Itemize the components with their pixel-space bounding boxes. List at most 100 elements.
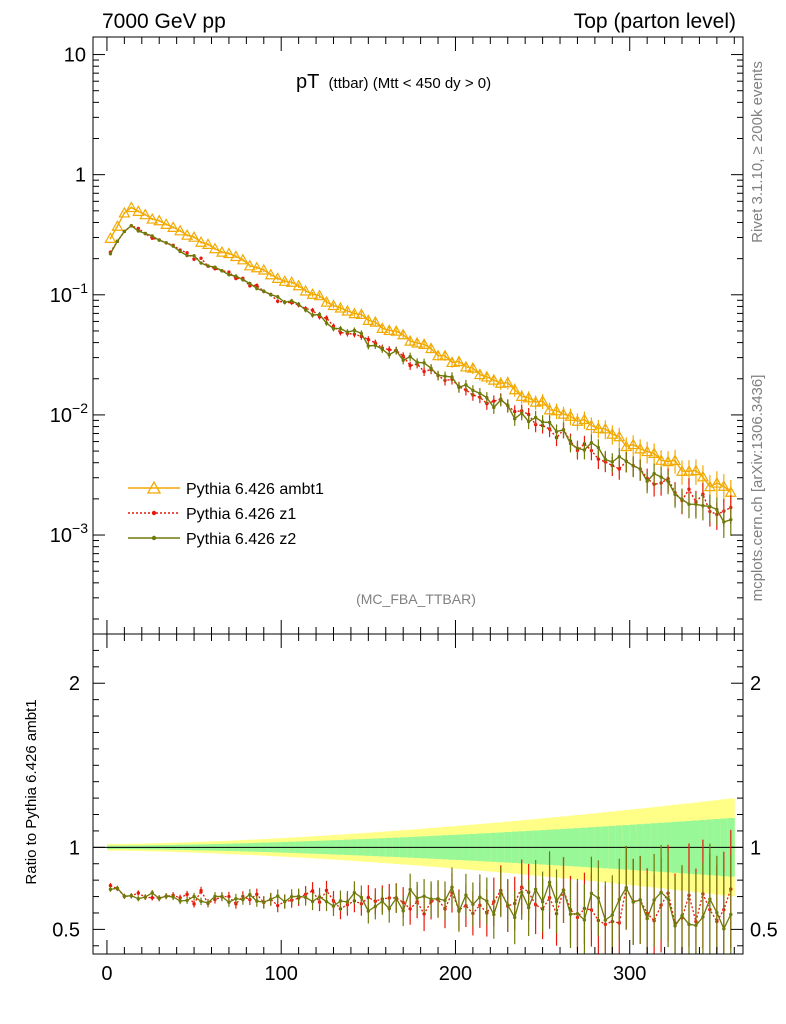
header-right-label: Top (parton level) <box>574 10 736 33</box>
marker-z1 <box>422 369 426 374</box>
marker-z2 <box>157 238 161 242</box>
marker-z1 <box>352 332 357 336</box>
marker-z2 <box>729 517 733 522</box>
y-tick-exponent: −1 <box>72 280 88 296</box>
marker-z2 <box>610 460 615 464</box>
ratio-marker-z2 <box>199 899 203 903</box>
series-line-z2 <box>109 224 732 523</box>
ratio-marker-z2 <box>255 899 259 903</box>
ratio-marker-z2 <box>220 894 224 899</box>
ratio-marker-z2 <box>547 880 552 885</box>
marker-ambt1 <box>571 415 584 426</box>
marker-z1 <box>234 276 238 281</box>
marker-ambt1 <box>271 272 284 283</box>
ratio-marker-z2 <box>589 891 594 896</box>
marker-z2 <box>436 373 440 377</box>
marker-z2 <box>547 420 552 425</box>
ratio-marker-z2 <box>540 900 545 904</box>
ratio-marker-z2 <box>610 913 615 917</box>
marker-ambt1 <box>592 422 605 433</box>
ratio-marker-z2 <box>666 897 670 901</box>
marker-z1 <box>338 330 343 335</box>
marker-ambt1 <box>327 299 340 311</box>
marker-ambt1 <box>188 230 201 242</box>
ratio-marker-z2 <box>680 913 684 918</box>
marker-ambt1 <box>662 455 675 467</box>
marker-ambt1 <box>313 289 326 301</box>
marker-ambt1 <box>515 390 528 401</box>
marker-z1 <box>387 347 391 352</box>
marker-z2 <box>408 354 412 359</box>
marker-ambt1 <box>599 422 612 434</box>
ratio-marker-z2 <box>115 886 120 890</box>
y-tick-label: 10−1 <box>50 280 88 307</box>
ratio-marker-z2 <box>638 898 642 902</box>
marker-z2 <box>324 321 329 325</box>
x-tick-label: 200 <box>439 963 472 985</box>
marker-ambt1 <box>299 284 312 296</box>
marker-z2 <box>568 441 573 446</box>
marker-ambt1 <box>508 383 521 395</box>
ratio-marker-z2 <box>645 916 649 921</box>
mcplots-label: mcplots.cern.ch [arXiv:1306.3436] <box>749 375 766 602</box>
marker-ambt1 <box>634 442 647 454</box>
marker-z2 <box>115 239 120 243</box>
marker-z1 <box>192 257 196 261</box>
ratio-marker-z2 <box>289 894 294 899</box>
ratio-marker-z2 <box>513 915 517 920</box>
marker-z2 <box>659 475 663 479</box>
marker-ambt1 <box>641 445 654 457</box>
marker-ambt1 <box>494 377 507 388</box>
legend-label-z1: Pythia 6.426 z1 <box>186 506 296 523</box>
marker-ambt1 <box>487 373 500 385</box>
legend-marker-z1 <box>151 510 157 516</box>
ratio-marker-z2 <box>582 918 587 922</box>
marker-ambt1 <box>418 338 431 349</box>
marker-ambt1 <box>452 355 465 367</box>
ratio-marker-z2 <box>206 901 210 905</box>
marker-ambt1 <box>146 212 159 224</box>
ratio-marker-z2 <box>506 903 510 907</box>
marker-z1 <box>492 399 496 403</box>
marker-z2 <box>220 269 224 273</box>
ratio-marker-z2 <box>150 891 154 895</box>
legend-label-z2: Pythia 6.426 z2 <box>186 531 296 548</box>
marker-ambt1 <box>264 268 277 280</box>
marker-z1 <box>401 354 405 358</box>
ratio-marker-z2 <box>143 895 147 899</box>
marker-ambt1 <box>445 356 459 368</box>
marker-z2 <box>533 415 538 420</box>
marker-z2 <box>213 265 217 269</box>
marker-ambt1 <box>306 288 319 299</box>
marker-z2 <box>164 241 168 245</box>
marker-z2 <box>464 383 468 387</box>
marker-z2 <box>540 420 545 424</box>
y-tick-exponent: −2 <box>72 400 88 416</box>
legend-marker-ambt1 <box>146 480 162 494</box>
marker-ambt1 <box>669 454 682 466</box>
main-plot-series <box>104 201 737 538</box>
marker-ambt1 <box>292 279 305 291</box>
marker-z2 <box>150 234 154 238</box>
ratio-marker-z2 <box>575 911 580 916</box>
marker-ambt1 <box>425 342 438 354</box>
marker-z1 <box>513 409 517 414</box>
legend-label-ambt1: Pythia 6.426 ambt1 <box>186 481 324 498</box>
marker-z1 <box>366 337 371 342</box>
marker-ambt1 <box>215 245 228 257</box>
marker-z2 <box>387 353 391 357</box>
ratio-marker-z2 <box>631 900 635 904</box>
marker-z1 <box>687 487 691 491</box>
marker-ambt1 <box>334 301 347 313</box>
ratio-marker-z2 <box>373 904 378 909</box>
marker-z2 <box>185 253 189 258</box>
marker-z2 <box>645 479 649 483</box>
ratio-marker-z2 <box>303 895 308 900</box>
ratio-plot-frame <box>92 633 744 955</box>
marker-ambt1 <box>174 224 187 236</box>
marker-z1 <box>617 467 621 471</box>
marker-ambt1 <box>208 242 222 254</box>
marker-ambt1 <box>104 232 117 243</box>
marker-z1 <box>324 316 329 320</box>
